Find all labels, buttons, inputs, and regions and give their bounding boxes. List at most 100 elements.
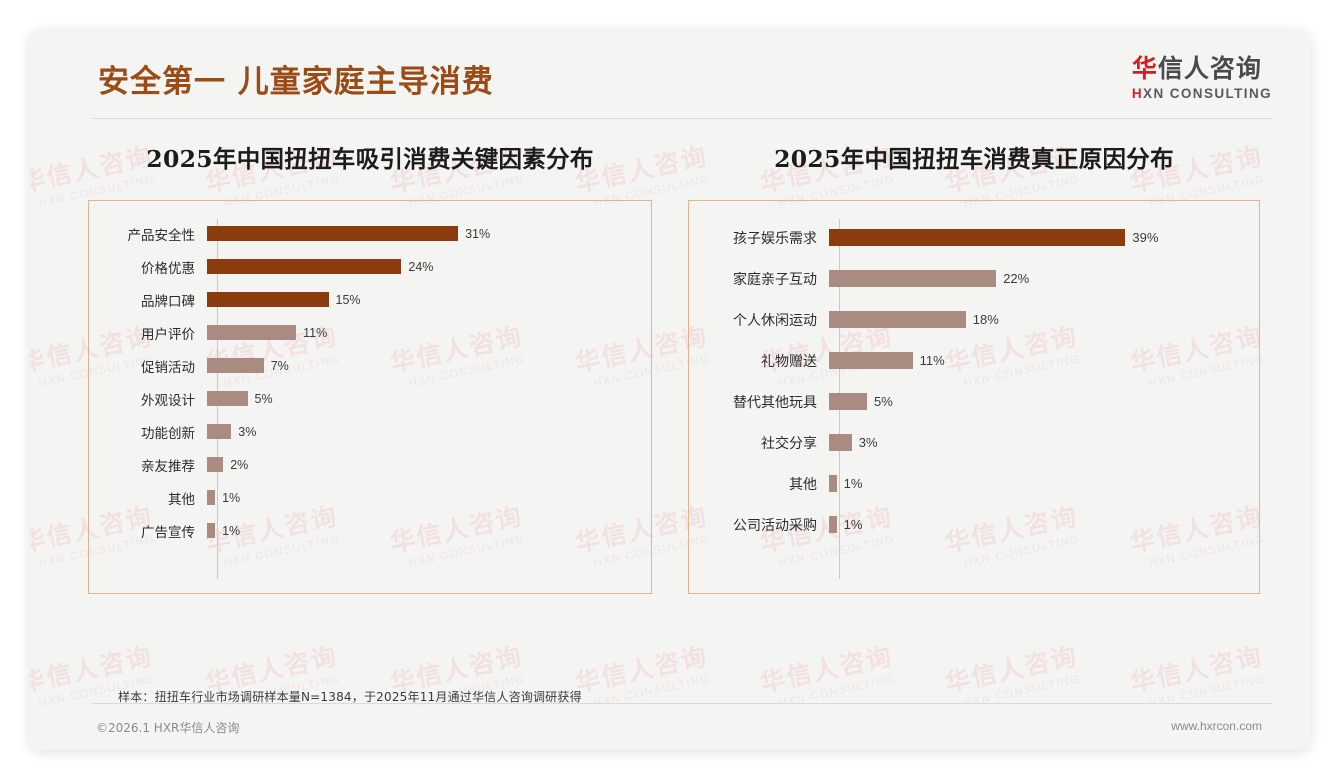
bar-row: 促销活动 7%: [99, 349, 637, 382]
bar-track: 22%: [829, 270, 1245, 287]
bar-category-label: 功能创新: [141, 425, 195, 442]
bar: [829, 516, 837, 533]
bar-track: 5%: [829, 393, 1245, 410]
bar: [829, 229, 1126, 246]
chart-column-right: 2025年中国扭扭车消费真正原因分布 孩子娱乐需求 39% 家庭亲子互动 22% 个人休…: [670, 140, 1310, 594]
bar-category-label: 广告宣传: [141, 524, 195, 541]
footer-divider: [92, 703, 1272, 704]
bar-row: 礼物赠送 11%: [699, 340, 1245, 381]
bar-track: 11%: [829, 352, 1245, 369]
bar-value-label: 11%: [303, 325, 328, 340]
bar: [207, 292, 329, 307]
bar-track: 24%: [207, 259, 637, 274]
bar-value-label: 11%: [919, 353, 945, 368]
bar-rows-right: 孩子娱乐需求 39% 家庭亲子互动 22% 个人休闲运动 18% 礼物赠送 11% 替代其他玩具…: [699, 217, 1245, 581]
watermark: 华信人咨询 HXN CONSULTING: [1126, 636, 1268, 712]
bar: [207, 523, 216, 538]
page-title: 安全第一 儿童家庭主导消费: [98, 64, 494, 100]
bar-category-label: 家庭亲子互动: [733, 271, 817, 288]
watermark: 华信人咨询 HXN CONSULTING: [941, 636, 1083, 712]
bar-category-label: 公司活动采购: [733, 517, 817, 534]
bar-row: 广告宣传 1%: [99, 514, 637, 547]
bar: [829, 434, 852, 451]
bar-track: 1%: [207, 490, 637, 505]
bar-row: 替代其他玩具 5%: [699, 381, 1245, 422]
watermark: 华信人咨询 HXN CONSULTING: [571, 636, 713, 712]
bar-value-label: 31%: [465, 226, 491, 241]
bar-row: 外观设计 5%: [99, 382, 637, 415]
chart-panel-right: 孩子娱乐需求 39% 家庭亲子互动 22% 个人休闲运动 18% 礼物赠送 11% 替代其他玩具…: [688, 200, 1260, 594]
bar-value-label: 24%: [408, 259, 434, 274]
copyright-text: ©2026.1 HXR华信人咨询: [96, 721, 240, 735]
bar-category-label: 孩子娱乐需求: [733, 230, 817, 247]
bar-row: 社交分享 3%: [699, 422, 1245, 463]
bar: [207, 325, 297, 340]
bar-track: 5%: [207, 391, 637, 406]
logo-english-highlight: H: [1131, 86, 1144, 101]
bar-value-label: 15%: [335, 292, 361, 307]
bar-track: 1%: [207, 523, 637, 538]
bar-category-label: 其他: [789, 476, 817, 493]
logo-english: HXN CONSULTING: [1132, 87, 1272, 101]
chart-title-left: 2025年中国扭扭车吸引消费关键因素分布: [146, 145, 594, 173]
bar-row: 用户评价 11%: [99, 316, 637, 349]
bar: [829, 475, 837, 492]
bar-category-label: 个人休闲运动: [733, 312, 817, 329]
watermark-cn: 华信人咨询: [1127, 642, 1266, 698]
bar-row: 个人休闲运动 18%: [699, 299, 1245, 340]
bar: [207, 391, 248, 406]
bar-track: 7%: [207, 358, 637, 373]
bar-row: 功能创新 3%: [99, 415, 637, 448]
bar-value-label: 5%: [254, 391, 273, 406]
bar-category-label: 亲友推荐: [141, 458, 195, 475]
bar-row: 其他 1%: [699, 463, 1245, 504]
bar: [207, 424, 232, 439]
bar-track: 39%: [829, 229, 1245, 246]
bar-track: 1%: [829, 516, 1245, 533]
watermark: 华信人咨询 HXN CONSULTING: [756, 636, 898, 712]
chart-panel-left: 产品安全性 31% 价格优惠 24% 品牌口碑 15% 用户评价 11% 促销活动 7% 外观设计 5…: [88, 200, 652, 594]
bar-track: 1%: [829, 475, 1245, 492]
company-logo: 华信人咨询 HXN CONSULTING: [1132, 56, 1272, 101]
bar-category-label: 社交分享: [761, 435, 817, 452]
bar-value-label: 1%: [843, 476, 863, 491]
watermark-cn: 华信人咨询: [572, 642, 711, 698]
bar-rows-left: 产品安全性 31% 价格优惠 24% 品牌口碑 15% 用户评价 11% 促销活动 7% 外观设计 5…: [99, 217, 637, 581]
bar-value-label: 5%: [874, 394, 893, 409]
bar-track: 15%: [207, 292, 637, 307]
bar: [207, 490, 216, 505]
bar-category-label: 礼物赠送: [761, 353, 817, 370]
bar-value-label: 7%: [270, 358, 289, 373]
header-divider: [92, 118, 1272, 119]
logo-chinese: 华信人咨询: [1132, 56, 1272, 81]
bar-value-label: 22%: [1003, 271, 1030, 286]
charts-row: 2025年中国扭扭车吸引消费关键因素分布 产品安全性 31% 价格优惠 24% 品牌口碑…: [30, 140, 1310, 594]
bar-category-label: 其他: [168, 491, 195, 508]
bar-row: 品牌口碑 15%: [99, 283, 637, 316]
bar-track: 18%: [829, 311, 1245, 328]
bar-value-label: 39%: [1132, 230, 1159, 245]
bar: [829, 393, 867, 410]
bar-category-label: 替代其他玩具: [733, 394, 817, 411]
logo-english-rest: XN CONSULTING: [1143, 86, 1272, 101]
bar-track: 31%: [207, 226, 637, 241]
bar-value-label: 2%: [230, 457, 249, 472]
watermark-cn: 华信人咨询: [757, 642, 896, 698]
bar-track: 2%: [207, 457, 637, 472]
bar-value-label: 3%: [858, 435, 878, 450]
bar: [829, 352, 913, 369]
bar-row: 其他 1%: [99, 481, 637, 514]
bar: [207, 457, 224, 472]
logo-chinese-highlight: 华: [1131, 54, 1158, 83]
bar-category-label: 促销活动: [141, 359, 195, 376]
bar-track: 3%: [829, 434, 1245, 451]
website-link[interactable]: www.hxrcon.com: [1171, 719, 1262, 733]
bar-category-label: 品牌口碑: [141, 293, 195, 310]
slide-card: 华信人咨询 HXN CONSULTING 华信人咨询 HXN CONSULTING 华信…: [30, 30, 1310, 750]
bar: [829, 311, 966, 328]
bar: [207, 226, 459, 241]
bar-row: 公司活动采购 1%: [699, 504, 1245, 545]
bar-category-label: 用户评价: [141, 326, 195, 343]
bar-row: 产品安全性 31%: [99, 217, 637, 250]
chart-title-right: 2025年中国扭扭车消费真正原因分布: [774, 145, 1174, 173]
